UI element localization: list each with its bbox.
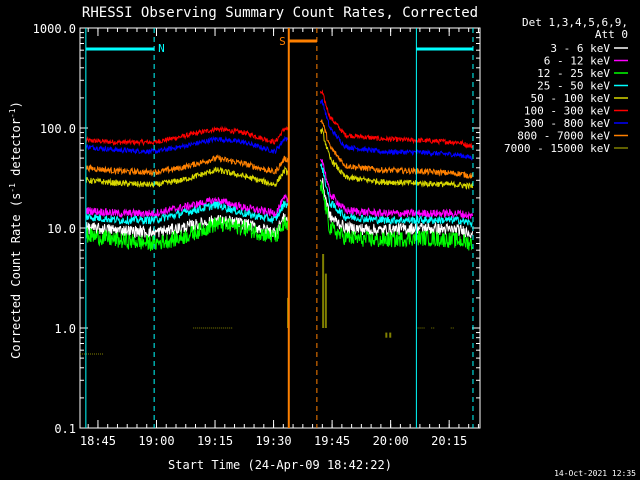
y-tick-label: 1.0 bbox=[54, 322, 76, 336]
annotations-layer: NS bbox=[85, 28, 474, 428]
x-tick-label: 19:45 bbox=[314, 434, 350, 448]
legend-entry-label: 6 - 12 keV bbox=[544, 55, 611, 68]
series-1 bbox=[85, 99, 473, 161]
chart-title: RHESSI Observing Summary Count Rates, Co… bbox=[82, 5, 478, 21]
legend-entry-label: 300 - 800 keV bbox=[524, 117, 610, 130]
x-axis-label: Start Time (24-Apr-09 18:42:22) bbox=[168, 458, 392, 472]
legend-entry-label: 25 - 50 keV bbox=[537, 80, 610, 93]
series-5 bbox=[85, 163, 473, 228]
night-label: N bbox=[158, 42, 165, 55]
series-line bbox=[319, 163, 473, 228]
series-line bbox=[85, 193, 289, 219]
series-line bbox=[319, 99, 473, 161]
y-axis-label-sup2: -1 bbox=[8, 108, 17, 118]
legend-entry-label: 7000 - 15000 keV bbox=[504, 142, 610, 155]
series-7 bbox=[85, 180, 474, 252]
series-2 bbox=[85, 119, 474, 180]
series-line bbox=[319, 158, 474, 220]
series-line bbox=[85, 135, 289, 155]
legend-entry-label: 3 - 6 keV bbox=[550, 42, 610, 55]
series-3 bbox=[85, 126, 474, 190]
series-line bbox=[319, 126, 474, 190]
series-6 bbox=[85, 177, 474, 239]
series-line bbox=[320, 119, 474, 180]
y-tick-label: 0.1 bbox=[54, 422, 76, 436]
series-layer bbox=[80, 89, 474, 355]
y-tick-label: 100.0 bbox=[40, 122, 76, 136]
series-7000-15000-kev bbox=[80, 253, 455, 355]
x-tick-label: 19:30 bbox=[255, 434, 291, 448]
series-line bbox=[85, 165, 289, 189]
series-line bbox=[319, 89, 473, 149]
y-axis-label-main: Corrected Count Rate (s bbox=[9, 193, 23, 359]
y-axis-label: Corrected Count Rate (s-1 detector-1) bbox=[8, 101, 23, 359]
legend-header-line: Att 0 bbox=[595, 28, 628, 41]
x-tick-label: 20:15 bbox=[431, 434, 467, 448]
footer-timestamp: 14-Oct-2021 12:35 bbox=[554, 469, 636, 478]
y-axis-label-end: ) bbox=[9, 101, 23, 108]
saa-label: S bbox=[279, 35, 286, 48]
legend-entry-label: 50 - 100 keV bbox=[531, 92, 611, 105]
series-line bbox=[319, 180, 474, 251]
legend-header-line: Det 1,3,4,5,6,9, bbox=[522, 16, 628, 29]
x-tick-label: 20:00 bbox=[373, 434, 409, 448]
y-axis-label-sup1: -1 bbox=[8, 183, 17, 193]
series-line bbox=[85, 200, 289, 226]
legend-entry-label: 100 - 300 keV bbox=[524, 105, 610, 118]
x-tick-label: 18:45 bbox=[80, 434, 116, 448]
series-line bbox=[85, 153, 289, 177]
x-tick-label: 19:00 bbox=[138, 434, 174, 448]
x-tick-label: 19:15 bbox=[197, 434, 233, 448]
series-line bbox=[85, 216, 289, 252]
legend-entry-label: 800 - 7000 keV bbox=[517, 130, 610, 143]
y-tick-label: 10.0 bbox=[47, 222, 76, 236]
series-0 bbox=[85, 89, 473, 149]
legend-entry-label: 12 - 25 keV bbox=[537, 67, 610, 80]
y-tick-label: 1000.0 bbox=[33, 22, 76, 36]
series-4 bbox=[85, 158, 474, 220]
series-line bbox=[85, 213, 289, 239]
y-axis-label-mid: detector bbox=[9, 118, 23, 183]
series-line bbox=[85, 125, 289, 147]
series-line bbox=[319, 177, 474, 239]
